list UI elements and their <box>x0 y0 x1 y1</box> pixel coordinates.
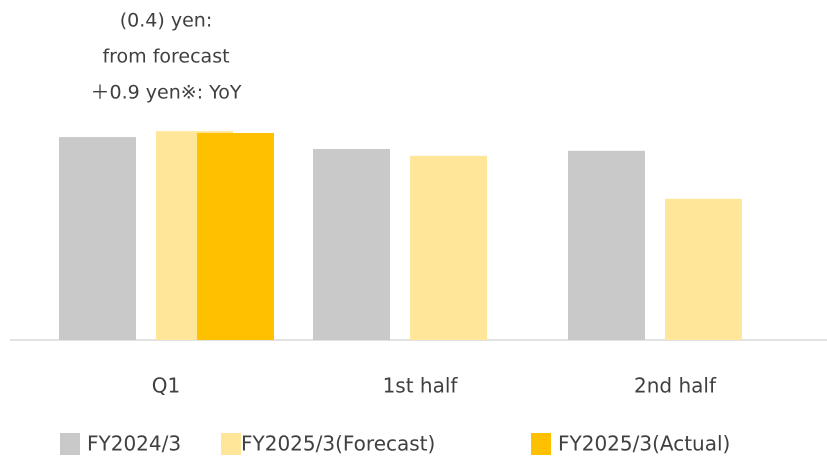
legend-swatch <box>60 433 80 455</box>
x-tick-label: Q1 <box>152 374 180 398</box>
bar <box>313 148 390 340</box>
annotation: from forecast <box>102 46 229 68</box>
bar <box>568 150 645 340</box>
legend-label: FY2025/3(Forecast) <box>241 432 435 456</box>
bar <box>197 132 274 340</box>
legend-swatch <box>221 433 241 455</box>
legend-label: FY2025/3(Actual) <box>558 432 730 456</box>
annotation: (0.4) yen: <box>120 10 212 32</box>
bar <box>410 155 487 340</box>
annotation: ＋0.9 yen※: YoY <box>91 82 242 104</box>
x-tick-label: 2nd half <box>634 374 717 398</box>
legend-swatch <box>531 433 551 455</box>
legend-label: FY2024/3 <box>87 432 181 456</box>
bar <box>59 137 136 340</box>
bar <box>665 198 742 340</box>
x-tick-label: 1st half <box>383 374 459 398</box>
